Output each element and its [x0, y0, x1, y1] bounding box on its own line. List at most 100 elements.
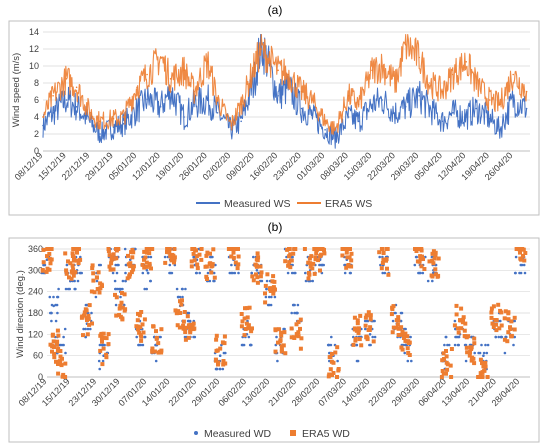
- data-point-era5-wd: [142, 317, 147, 322]
- data-point-era5-wd: [298, 326, 302, 331]
- data-point-era5-wd: [506, 310, 511, 315]
- data-point-era5-wd: [421, 257, 425, 261]
- data-point-era5-wd: [403, 331, 408, 336]
- data-point-era5-wd: [483, 360, 488, 365]
- data-point-era5-wd: [316, 258, 321, 263]
- data-point-era5-wd: [358, 313, 363, 318]
- data-point: [310, 114, 313, 117]
- data-point: [475, 82, 478, 84]
- data-point-measured-wd: [62, 343, 65, 347]
- data-point-era5-wd: [108, 267, 113, 272]
- data-point-measured-wd: [54, 319, 58, 323]
- data-point-era5-wd: [106, 247, 111, 251]
- data-point: [52, 112, 54, 114]
- data-point-era5-wd: [399, 332, 404, 337]
- data-point-era5-wd: [239, 312, 244, 316]
- data-point-era5-wd: [467, 353, 472, 358]
- data-point-era5-wd: [454, 312, 459, 317]
- data-point-measured-wd: [180, 287, 184, 291]
- y-tick-label: 240: [28, 287, 43, 297]
- data-point-era5-wd: [109, 257, 114, 262]
- data-point-era5-wd: [51, 339, 56, 344]
- data-point-era5-wd: [152, 349, 157, 354]
- data-point-era5-wd: [48, 261, 53, 266]
- data-point-measured-wd: [443, 343, 446, 347]
- data-point-measured-wd: [159, 335, 162, 339]
- data-point-era5-wd: [254, 257, 259, 262]
- data-point-era5-wd: [322, 251, 327, 256]
- data-point: [65, 78, 68, 80]
- data-point-era5-wd: [505, 339, 510, 344]
- data-point-era5-wd: [142, 257, 146, 262]
- data-point-era5-wd: [278, 339, 283, 344]
- data-point-era5-wd: [247, 305, 252, 310]
- data-point-era5-wd: [405, 334, 410, 339]
- data-point-measured-wd: [270, 295, 273, 299]
- data-point-era5-wd: [144, 250, 149, 255]
- data-point-era5-wd: [315, 247, 320, 251]
- data-point-era5-wd: [436, 256, 441, 261]
- data-point-era5-wd: [444, 360, 449, 365]
- data-point: [347, 95, 350, 97]
- data-point-measured-wd: [98, 343, 102, 347]
- data-point-era5-wd: [506, 317, 511, 322]
- data-point-measured-wd: [381, 271, 385, 275]
- data-point-era5-wd: [47, 267, 52, 272]
- data-point-era5-wd: [170, 252, 175, 257]
- data-point: [357, 103, 360, 106]
- data-point-era5-wd: [263, 283, 268, 288]
- data-point: [418, 56, 421, 59]
- y-tick-label: 60: [33, 351, 43, 361]
- data-point-measured-wd: [355, 359, 359, 363]
- data-point-era5-wd: [185, 314, 190, 319]
- panel-a-label: (a): [268, 3, 283, 17]
- data-point-era5-wd: [327, 372, 332, 377]
- data-point-era5-wd: [243, 327, 248, 331]
- data-point-era5-wd: [111, 267, 116, 272]
- data-point-measured-wd: [286, 271, 290, 275]
- data-point-measured-wd: [249, 343, 252, 347]
- data-point-era5-wd: [454, 303, 459, 308]
- data-point-era5-wd: [439, 375, 444, 379]
- data-point-era5-wd: [366, 310, 371, 315]
- data-point-era5-wd: [194, 254, 199, 259]
- data-point-era5-wd: [288, 265, 293, 270]
- data-point-era5-wd: [344, 250, 349, 255]
- data-point-era5-wd: [366, 328, 371, 332]
- y-tick-label: 6: [34, 95, 39, 105]
- data-point-measured-wd: [209, 255, 212, 259]
- data-point-measured-wd: [482, 354, 485, 358]
- data-point-era5-wd: [255, 251, 260, 256]
- data-point-measured-wd: [163, 255, 167, 259]
- data-point-era5-wd: [118, 303, 123, 308]
- data-point-era5-wd: [168, 254, 173, 259]
- data-point-era5-wd: [273, 349, 278, 354]
- data-point-era5-wd: [494, 318, 499, 323]
- data-point-measured-wd: [391, 319, 395, 323]
- data-point-era5-wd: [45, 254, 49, 259]
- data-point-era5-wd: [96, 270, 101, 275]
- data-point-era5-wd: [107, 264, 112, 269]
- data-point: [300, 107, 303, 110]
- data-point-era5-wd: [191, 321, 196, 326]
- data-point-era5-wd: [250, 274, 255, 279]
- data-point-era5-wd: [136, 327, 140, 332]
- data-point-era5-wd: [313, 255, 318, 260]
- data-point-measured-wd: [175, 287, 179, 291]
- data-point-era5-wd: [54, 342, 59, 347]
- data-point-measured-wd: [208, 279, 212, 283]
- data-point-era5-wd: [509, 333, 514, 338]
- data-point-measured-wd: [90, 311, 93, 315]
- data-point-measured-wd: [85, 303, 89, 307]
- data-point-measured-wd: [137, 343, 140, 347]
- data-point-measured-wd: [86, 327, 90, 331]
- data-point-era5-wd: [335, 345, 340, 350]
- data-point-measured-wd: [187, 319, 191, 323]
- data-point-era5-wd: [235, 266, 240, 271]
- data-point-measured-wd: [371, 335, 375, 339]
- data-point-era5-wd: [181, 323, 186, 328]
- data-point-era5-wd: [470, 355, 474, 360]
- data-point-era5-wd: [104, 336, 109, 341]
- data-point-measured-wd: [178, 295, 182, 299]
- data-point-era5-wd: [90, 266, 95, 270]
